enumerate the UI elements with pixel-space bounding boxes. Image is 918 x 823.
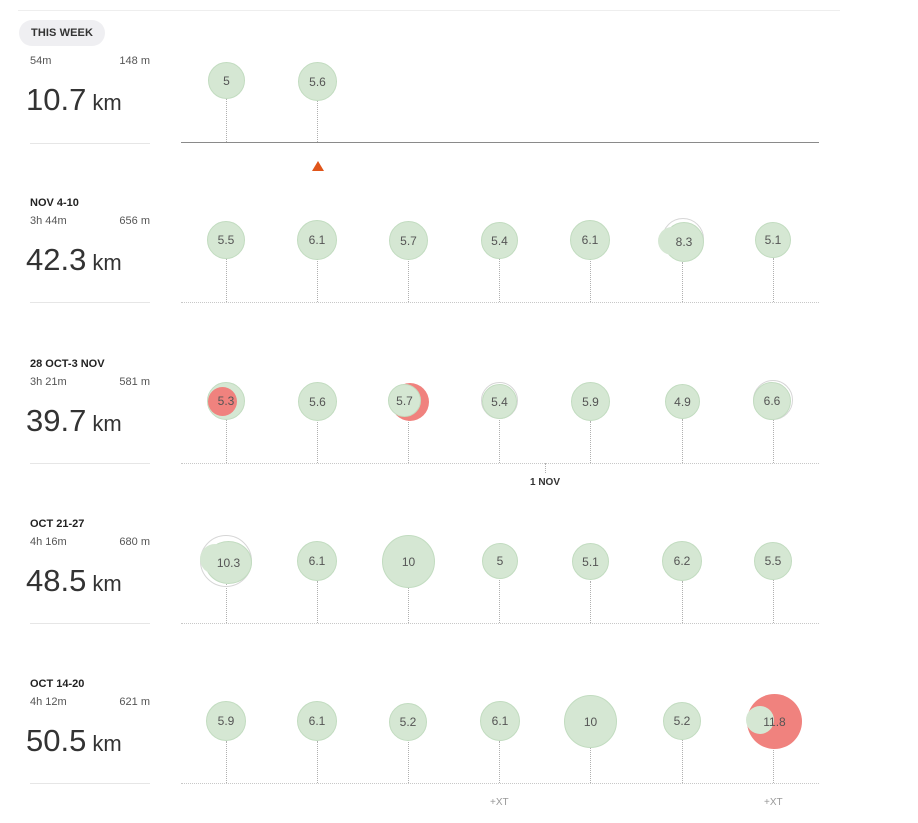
run-bubble[interactable]: 4.9 <box>665 384 700 419</box>
run-bubble[interactable]: 5 <box>208 62 245 99</box>
week-distance: 48.5 km <box>26 563 122 598</box>
run-bubble[interactable]: 6.1 <box>297 541 337 581</box>
run-bubble[interactable]: 11.8 <box>763 714 786 729</box>
run-stem <box>499 420 500 463</box>
run-bubble[interactable]: 5.9 <box>206 701 246 741</box>
run-stem <box>682 581 683 623</box>
week-label: 28 OCT-3 NOV <box>30 358 105 370</box>
week-elevation: 680 m <box>119 536 150 548</box>
run-stem <box>226 98 227 142</box>
run-stem <box>226 584 227 623</box>
run-bubble[interactable]: 6.1 <box>570 220 610 260</box>
run-stem <box>682 740 683 783</box>
run-stem <box>226 258 227 302</box>
run-bubble[interactable]: 5.5 <box>207 221 245 259</box>
run-bubble[interactable]: 5.2 <box>389 703 427 741</box>
run-bubble[interactable]: 6.1 <box>297 220 337 260</box>
run-bubble[interactable]: 5.7 <box>388 384 421 417</box>
run-bubble[interactable]: 5.5 <box>754 542 792 580</box>
highlight-disc <box>208 387 237 416</box>
run-stem <box>317 99 318 142</box>
top-divider <box>18 10 840 11</box>
week-time: 4h 12m <box>30 696 67 708</box>
run-stem <box>499 580 500 623</box>
run-inner-disc <box>200 544 230 574</box>
run-bubble[interactable]: 5.6 <box>298 62 337 101</box>
week-rule <box>30 463 150 464</box>
week-elevation: 621 m <box>119 696 150 708</box>
run-stem <box>408 588 409 623</box>
run-stem <box>590 581 591 623</box>
cross-training-label: +XT <box>490 797 509 808</box>
run-stem <box>408 420 409 463</box>
this-week-rule <box>30 143 150 144</box>
run-stem <box>773 258 774 302</box>
run-stem <box>226 741 227 783</box>
run-stem <box>773 748 774 783</box>
week-label: OCT 21-27 <box>30 518 85 530</box>
week-distance: 39.7 km <box>26 403 122 438</box>
run-stem <box>499 258 500 302</box>
week-elevation: 581 m <box>119 376 150 388</box>
week-label: OCT 14-20 <box>30 678 85 690</box>
run-stem <box>317 259 318 302</box>
run-inner-disc <box>658 227 686 255</box>
run-bubble[interactable]: 5.2 <box>663 702 701 740</box>
week-baseline <box>181 623 819 624</box>
month-tick <box>545 463 546 477</box>
run-bubble[interactable]: 6.1 <box>480 701 520 741</box>
week-label: NOV 4-10 <box>30 197 79 209</box>
week-rule <box>30 623 150 624</box>
run-stem <box>773 420 774 463</box>
week-rule <box>30 302 150 303</box>
run-bubble[interactable]: 5.6 <box>298 382 337 421</box>
run-bubble[interactable]: 5 <box>482 543 518 579</box>
run-inner-disc <box>746 706 774 734</box>
month-label: 1 NOV <box>526 474 565 491</box>
week-distance: 50.5 km <box>26 723 122 758</box>
week-time: 3h 44m <box>30 215 67 227</box>
run-bubble[interactable]: 10 <box>382 535 435 588</box>
week-baseline <box>181 463 819 464</box>
run-stem <box>682 419 683 463</box>
run-stem <box>317 581 318 623</box>
run-bubble[interactable]: 5.7 <box>389 221 428 260</box>
this-week-pill[interactable]: THIS WEEK <box>19 20 106 46</box>
run-bubble[interactable]: 5.1 <box>572 543 609 580</box>
run-stem <box>682 262 683 302</box>
run-stem <box>590 421 591 463</box>
this-week-distance: 10.7 km <box>26 82 122 117</box>
run-bubble[interactable]: 5.3 <box>207 382 245 420</box>
week-elevation: 656 m <box>119 215 150 227</box>
run-bubble[interactable]: 6.1 <box>297 701 337 741</box>
run-bubble[interactable]: 5.9 <box>571 382 610 421</box>
today-marker-icon <box>312 161 324 171</box>
week-baseline <box>181 302 819 303</box>
week-time: 4h 16m <box>30 536 67 548</box>
week-time: 3h 21m <box>30 376 67 388</box>
week-distance: 42.3 km <box>26 242 122 277</box>
run-stem <box>590 748 591 783</box>
run-stem <box>408 259 409 302</box>
run-bubble[interactable]: 6.2 <box>662 541 702 581</box>
run-stem <box>317 420 318 463</box>
run-bubble[interactable]: 5.1 <box>755 222 791 258</box>
run-bubble[interactable]: 5.4 <box>481 222 518 259</box>
run-stem <box>408 740 409 783</box>
cross-training-label: +XT <box>764 797 783 808</box>
run-bubble[interactable]: 6.6 <box>753 382 791 420</box>
run-stem <box>226 419 227 463</box>
run-stem <box>590 259 591 302</box>
this-week-baseline <box>181 142 819 143</box>
run-stem <box>499 741 500 783</box>
run-stem <box>773 580 774 623</box>
run-stem <box>317 741 318 783</box>
week-baseline <box>181 783 819 784</box>
run-bubble[interactable]: 5.4 <box>482 384 517 419</box>
run-bubble[interactable]: 10 <box>564 695 617 748</box>
this-week-elevation: 148 m <box>119 55 150 67</box>
week-rule <box>30 783 150 784</box>
this-week-time: 54m <box>30 55 52 67</box>
